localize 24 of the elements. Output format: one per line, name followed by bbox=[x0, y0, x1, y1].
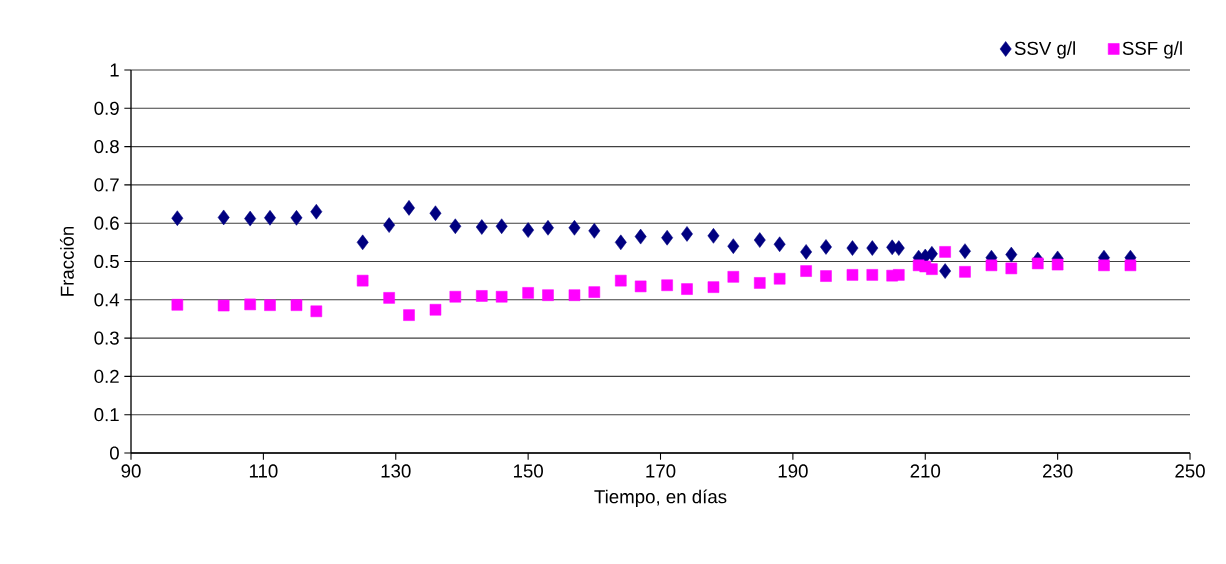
legend-label: SSF g/l bbox=[1122, 41, 1182, 59]
y-tick-label: 0.1 bbox=[94, 408, 119, 422]
x-tick-label: 110 bbox=[249, 464, 278, 478]
y-tick-label: 1 bbox=[110, 63, 119, 77]
x-tick-label: 90 bbox=[121, 464, 141, 478]
x-axis-title: Tiempo, en días bbox=[594, 489, 727, 508]
x-tick-label: 150 bbox=[513, 464, 543, 478]
y-tick-label: 0.6 bbox=[94, 216, 119, 230]
y-tick-label: 0 bbox=[109, 446, 119, 460]
y-tick-label: 0.8 bbox=[94, 139, 119, 154]
x-tick-label: 170 bbox=[646, 464, 676, 478]
y-axis-title: Fracción bbox=[59, 226, 74, 296]
y-tick-label: 0.5 bbox=[94, 254, 119, 269]
y-tick-label: 0.2 bbox=[94, 369, 119, 384]
x-tick-label: 250 bbox=[1175, 464, 1205, 478]
y-tick-label: 0.7 bbox=[94, 178, 119, 192]
x-tick-label: 190 bbox=[778, 464, 808, 478]
x-tick-label: 210 bbox=[910, 464, 941, 478]
legend-label: SSV g/l bbox=[1014, 41, 1075, 59]
y-tick-label: 0.4 bbox=[94, 293, 120, 307]
x-tick-label: 130 bbox=[381, 464, 411, 478]
x-tick-label: 230 bbox=[1043, 464, 1073, 478]
y-tick-label: 0.9 bbox=[94, 101, 119, 115]
y-tick-label: 0.3 bbox=[94, 331, 119, 345]
